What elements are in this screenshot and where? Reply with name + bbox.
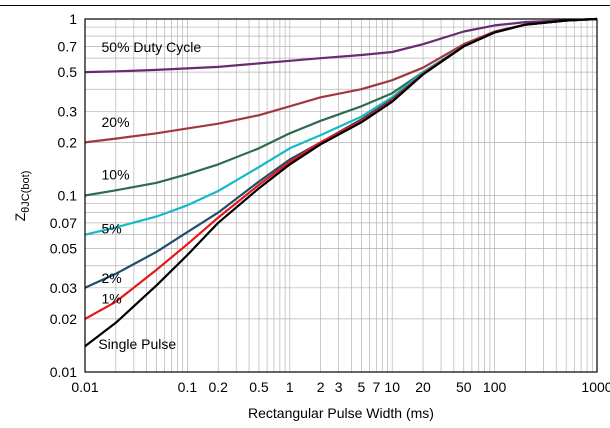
series-line-6 [84,17,598,348]
plot-frame [84,18,598,373]
x-tick-label: 10 [384,379,400,395]
y-tick-label: 0.2 [58,134,78,150]
series-label-3: 5% [102,220,122,236]
x-tick-labels: 0.01 0.1 0.2 0.5 1 2 3 5 7 10 20 50 100 1000 [71,379,610,395]
x-tick-label: 7 [372,379,380,395]
y-axis-title-main: Z [12,212,28,221]
x-tick-label: 1000 [581,379,610,395]
series-lines [84,17,598,348]
y-tick-label: 0.07 [50,215,77,231]
series-label-2: 10% [102,167,130,183]
x-tick-label: 2 [317,379,325,395]
x-tick-label: 100 [483,379,507,395]
grid [85,19,597,372]
y-tick-label: 0.1 [58,188,78,204]
series-line-4 [84,17,598,289]
y-tick-label: 0.03 [50,280,77,296]
series-line-1 [84,17,598,144]
y-tick-label: 0.02 [50,311,77,327]
y-tick-label: 0.7 [58,38,78,54]
x-tick-label: 0.2 [208,379,228,395]
y-tick-labels: 0.01 0.02 0.03 0.05 0.07 0.1 0.2 0.3 0.5 0.7 1 [50,11,77,380]
x-tick-label: 0.1 [178,379,198,395]
y-axis-title: ZθJC(bot) [12,171,32,222]
x-tick-label: 1 [286,379,294,395]
series-label-1: 20% [102,114,130,130]
series-label-6: Single Pulse [98,336,176,352]
x-tick-label: 20 [415,379,431,395]
x-axis-title: Rectangular Pulse Width (ms) [248,405,434,421]
series-line-5 [84,17,598,320]
series-label-4: 2% [102,270,122,286]
series-labels: 50% Duty Cycle 20% 10% 5% 2% 1% Single Pulse [98,39,201,352]
series-label-0: 50% Duty Cycle [102,39,202,55]
y-tick-label: 0.3 [58,103,78,119]
y-tick-label: 1 [69,11,77,27]
y-tick-label: 0.05 [50,241,77,257]
x-tick-label: 0.5 [249,379,269,395]
x-tick-label: 3 [335,379,343,395]
series-line-0 [84,17,598,74]
y-axis-title-subscript: θJC(bot) [20,171,32,213]
y-tick-label: 0.01 [50,364,77,380]
series-label-5: 1% [102,290,122,306]
y-tick-label: 0.5 [58,64,78,80]
x-tick-label: 5 [357,379,365,395]
x-tick-label: 0.01 [71,379,98,395]
x-tick-label: 50 [456,379,472,395]
